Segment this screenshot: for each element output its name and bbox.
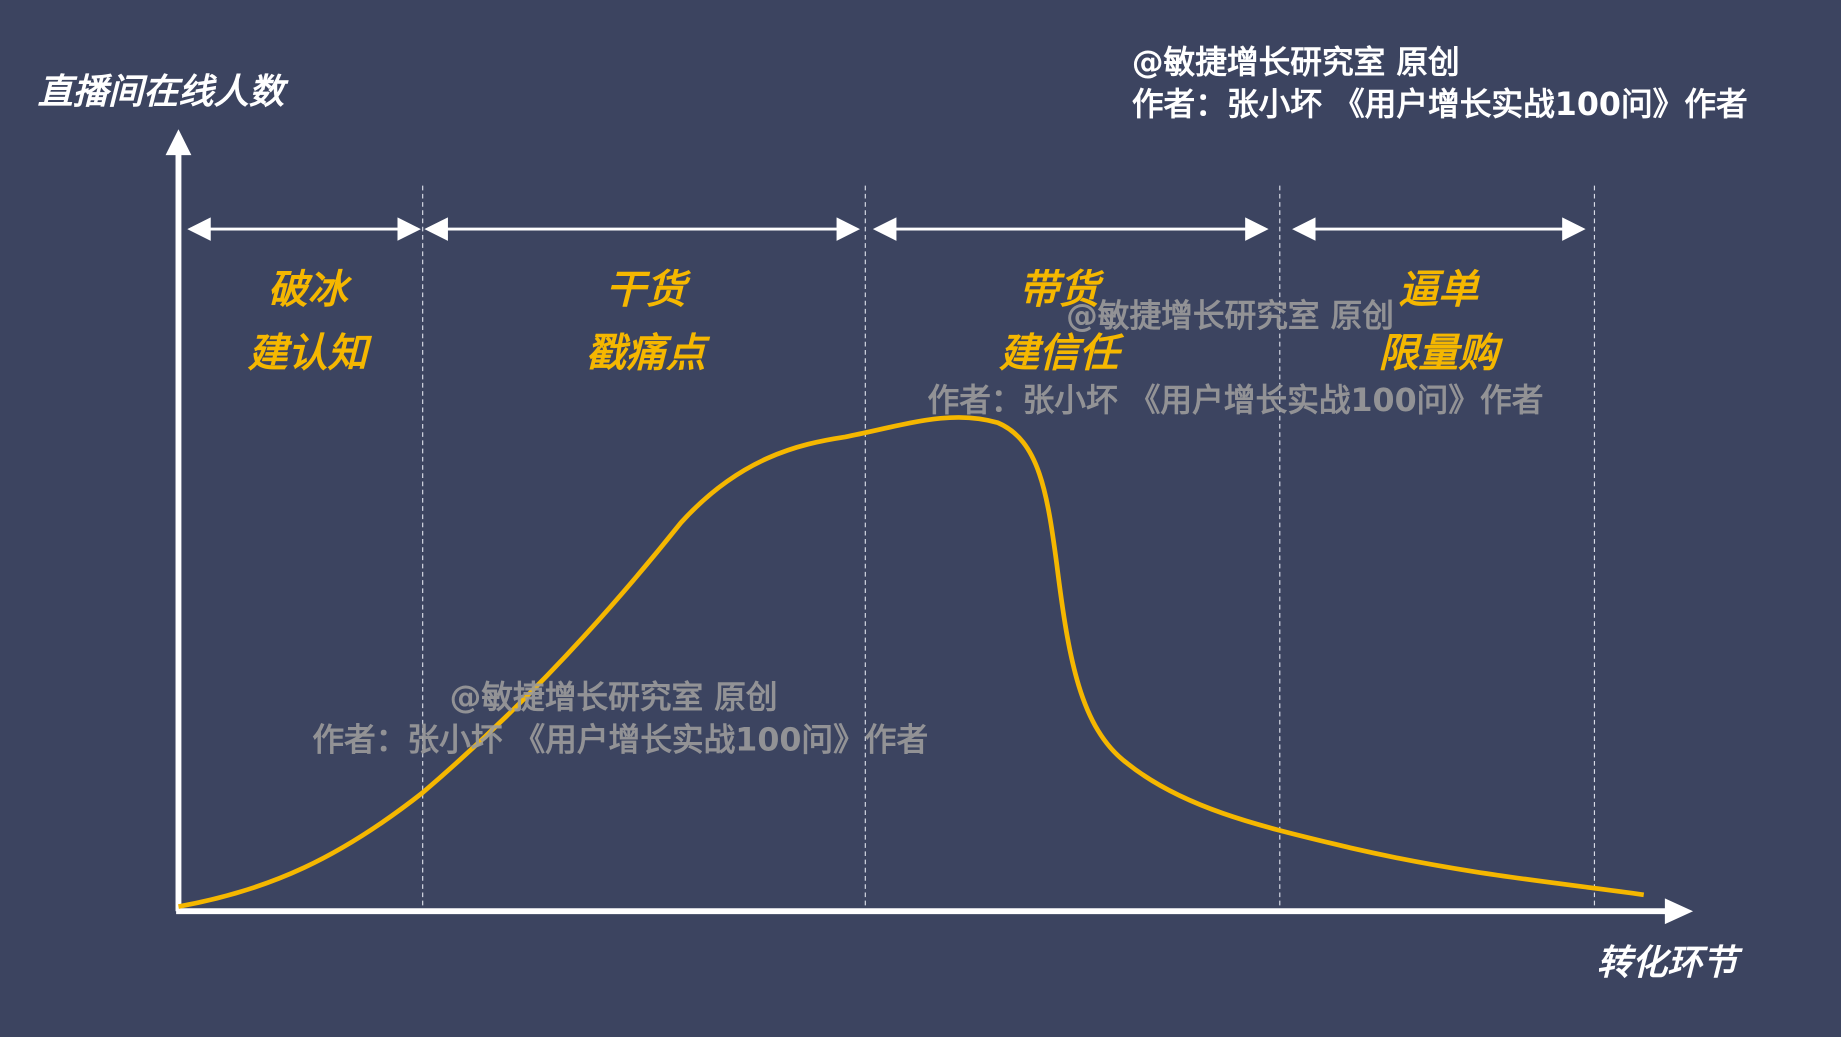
stage-4-line1: 逼单 <box>1398 267 1480 313</box>
stage-4-line2: 限量购 <box>1378 330 1503 376</box>
watermark-2-line2: 作者：张小坏 《用户增长实战100问》作者 <box>312 722 928 758</box>
y-axis-label: 直播间在线人数 <box>38 71 289 112</box>
credit-line-1: @敏捷增长研究室 原创 <box>1132 44 1460 81</box>
stage-3-line2: 建信任 <box>999 330 1125 376</box>
stage-3-line1: 带货 <box>1019 267 1105 313</box>
online-viewers-curve <box>178 415 1645 909</box>
watermark-1-line2: 作者：张小坏 《用户增长实战100问》作者 <box>928 383 1544 419</box>
stage-dividers <box>422 185 1596 907</box>
y-axis-arrowhead <box>165 129 192 156</box>
stage-1-line2: 建认知 <box>248 330 373 376</box>
stage-2-line1: 干货 <box>606 267 692 313</box>
x-axis-arrowhead <box>1664 898 1694 925</box>
stage-labels: 破冰 建认知 干货 戳痛点 带货 建信任 逼单 限量购 <box>248 267 1503 376</box>
stage-2-line2: 戳痛点 <box>586 330 711 376</box>
watermarks: @敏捷增长研究室 原创 作者：张小坏 《用户增长实战100问》作者 @敏捷增长研… <box>312 298 1543 759</box>
x-axis-label: 转化环节 <box>1597 943 1744 984</box>
stage-1-line1: 破冰 <box>268 267 353 313</box>
watermark-1-line1: @敏捷增长研究室 原创 <box>1066 298 1394 335</box>
watermark-2-line1: @敏捷增长研究室 原创 <box>450 679 778 716</box>
credit-line-2: 作者：张小坏 《用户增长实战100问》作者 <box>1132 87 1748 123</box>
